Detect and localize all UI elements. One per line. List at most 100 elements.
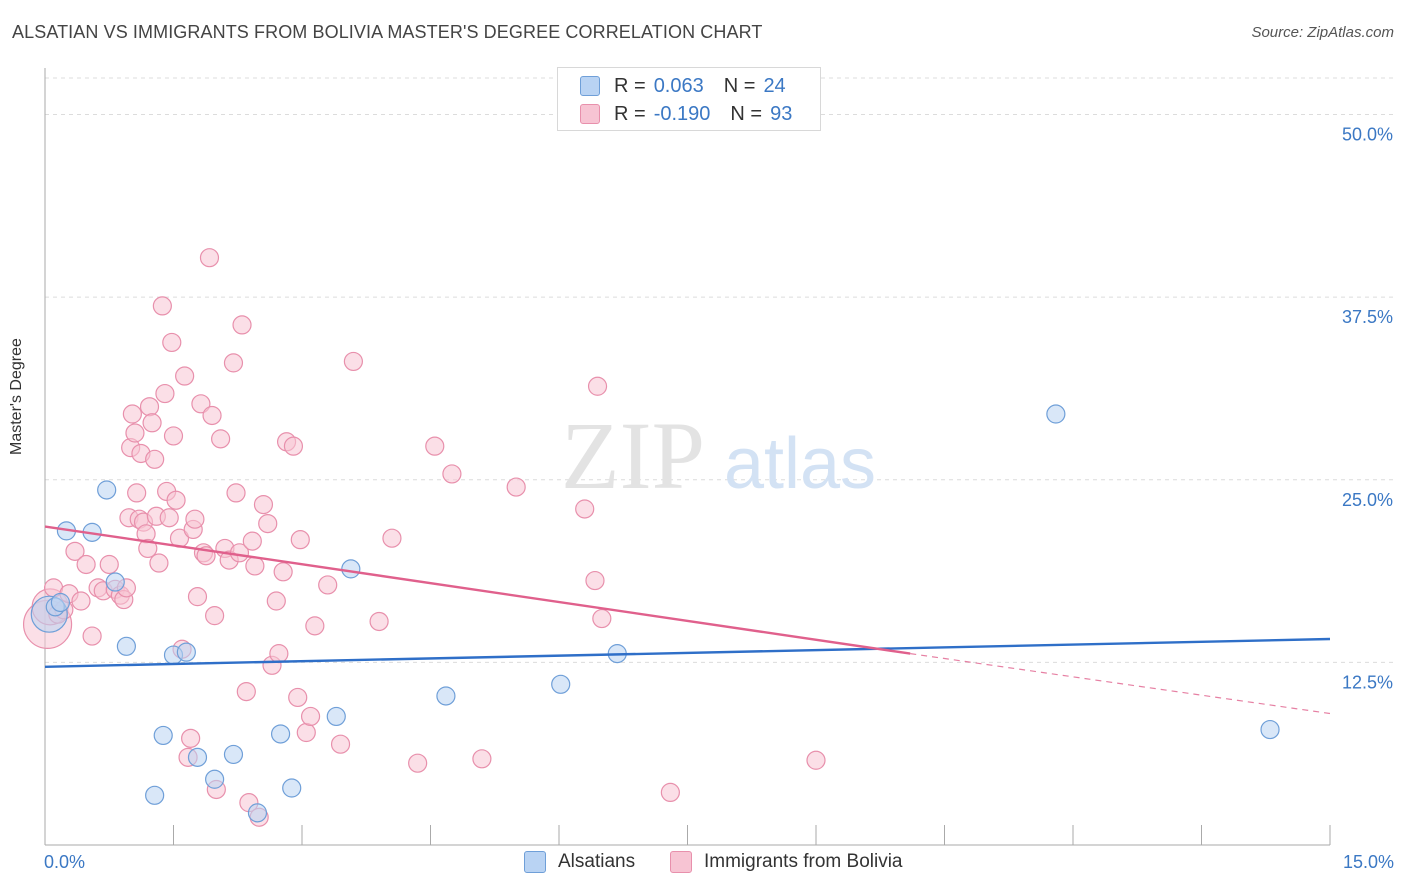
data-point (270, 724, 291, 744)
data-point (97, 480, 117, 500)
data-point (175, 366, 195, 386)
y-tick-label: 37.5% (1342, 307, 1393, 327)
series-swatch-bolivia (670, 851, 692, 873)
data-point (122, 404, 142, 424)
data-point (138, 538, 158, 559)
legend-r-value-bolivia: -0.190 (653, 102, 711, 125)
data-point (318, 575, 338, 595)
legend-r-label: R = (614, 102, 646, 125)
series-name-alsatians: Alsatians (558, 851, 636, 872)
data-point (125, 423, 145, 443)
data-point (149, 553, 169, 573)
legend-swatch-alsatians (580, 76, 600, 96)
data-point (226, 483, 246, 503)
data-point (242, 531, 262, 551)
data-point (472, 749, 492, 769)
data-point (65, 541, 85, 561)
data-point (300, 706, 321, 727)
trend-line-bolivia (44, 525, 911, 655)
data-point (153, 725, 173, 746)
data-point (269, 644, 289, 664)
data-point (127, 483, 147, 503)
legend-row-alsatians: R = 0.063 N = 24 (580, 74, 786, 98)
legend-n-label: N = (730, 102, 763, 125)
data-point (369, 611, 389, 632)
data-point (71, 591, 91, 611)
legend-n-value-bolivia: 93 (770, 102, 793, 125)
series-name-bolivia: Immigrants from Bolivia (704, 851, 903, 872)
source-label: Source: ZipAtlas.com (1251, 24, 1394, 41)
trend-lines (44, 525, 1331, 715)
data-point (305, 616, 325, 636)
data-point (205, 769, 225, 789)
series-legend-bolivia[interactable]: Immigrants from Bolivia (670, 851, 903, 873)
y-tick-label: 50.0% (1342, 125, 1393, 145)
data-point (159, 508, 179, 528)
data-point (436, 686, 456, 706)
data-point (181, 728, 201, 748)
data-point (50, 592, 71, 613)
data-point (296, 722, 316, 743)
watermark: ZIP atlas (561, 402, 876, 509)
data-point (592, 608, 612, 629)
data-point (341, 559, 361, 579)
data-point (145, 449, 165, 469)
data-point (806, 750, 826, 770)
trend-line-alsatians (44, 637, 1331, 668)
data-point (575, 499, 595, 519)
data-point (247, 803, 268, 823)
data-point (288, 687, 308, 708)
data-point (187, 587, 208, 607)
chart-title: ALSATIAN VS IMMIGRANTS FROM BOLIVIA MAST… (12, 22, 763, 42)
data-point (176, 642, 196, 662)
data-point (202, 405, 222, 426)
data-point (442, 464, 462, 484)
y-tick-label: 12.5% (1342, 672, 1393, 692)
y-tick-labels: 12.5% 25.0% 37.5% 50.0% (1342, 125, 1393, 693)
data-point (199, 248, 220, 268)
series-alsatians-points (30, 404, 1280, 823)
legend-n-value-alsatians: 24 (763, 74, 786, 97)
data-point (105, 572, 125, 592)
data-point (585, 570, 605, 591)
data-point (283, 436, 304, 456)
data-point (587, 376, 608, 396)
data-point (116, 636, 136, 656)
data-point (162, 332, 182, 353)
legend-r-value-alsatians: 0.063 (653, 74, 704, 97)
data-point (142, 413, 162, 433)
data-point (185, 509, 205, 529)
watermark-atlas: atlas (724, 424, 876, 504)
data-point (155, 383, 175, 404)
data-point (1260, 719, 1280, 740)
watermark-zip: ZIP (561, 402, 705, 509)
legend-row-bolivia: R = -0.190 N = 93 (580, 102, 792, 126)
data-point (223, 744, 244, 765)
data-point (253, 494, 274, 515)
data-point (236, 681, 256, 702)
data-point (326, 706, 346, 727)
data-point (551, 674, 571, 694)
data-point (258, 513, 278, 534)
series-legend-alsatians[interactable]: Alsatians (524, 851, 635, 873)
legend-swatch-bolivia (580, 104, 600, 124)
legend-n-label: N = (723, 74, 756, 97)
data-point (290, 530, 310, 550)
data-point (191, 394, 211, 414)
x-tick-label-min: 0.0% (44, 852, 86, 872)
axes (44, 68, 1331, 846)
data-point (82, 626, 102, 646)
data-point (139, 397, 160, 417)
data-point (273, 562, 293, 582)
data-point (506, 477, 526, 497)
data-point (425, 436, 445, 456)
legend-r-label: R = (614, 74, 646, 97)
data-point (660, 782, 680, 803)
data-point (245, 556, 265, 576)
data-point (343, 351, 363, 372)
trend-line-bolivia-extension (910, 653, 1331, 715)
legend-box: R = 0.063 N = 24 R = -0.190 N = 93 (557, 67, 821, 131)
data-point (145, 785, 165, 805)
data-point (282, 778, 302, 798)
